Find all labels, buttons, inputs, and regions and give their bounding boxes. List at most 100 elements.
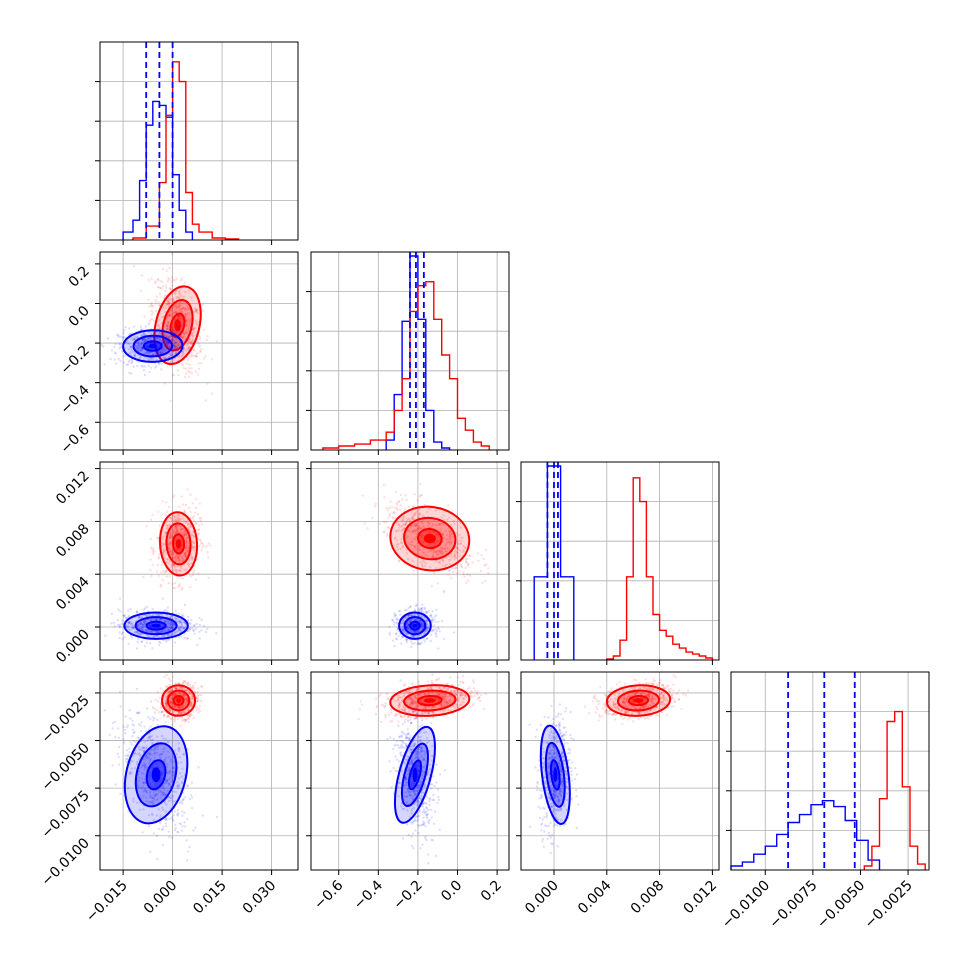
sample-point xyxy=(448,534,452,538)
sample-point xyxy=(168,628,172,632)
sample-point xyxy=(192,629,195,632)
sample-point xyxy=(423,640,426,643)
sample-point xyxy=(192,515,195,518)
sample-point xyxy=(154,364,158,368)
sample-point xyxy=(446,546,449,550)
sample-point xyxy=(145,796,148,799)
sample-point xyxy=(157,324,160,327)
sample-point xyxy=(183,335,186,338)
sample-point xyxy=(159,630,163,633)
sample-point xyxy=(187,370,190,373)
sample-point xyxy=(443,547,446,550)
sample-point xyxy=(165,342,169,345)
sample-point xyxy=(149,752,152,755)
sample-point xyxy=(162,715,166,718)
sample-point xyxy=(178,621,181,624)
sample-point xyxy=(157,791,161,794)
sample-point xyxy=(168,701,171,704)
sample-point xyxy=(438,549,441,552)
sample-point xyxy=(166,762,169,766)
sample-point xyxy=(429,548,432,551)
sample-point xyxy=(150,734,154,738)
sample-point xyxy=(166,279,169,283)
sample-point xyxy=(170,564,173,567)
sample-point xyxy=(414,529,418,532)
sample-point xyxy=(152,793,155,797)
sample-point xyxy=(154,366,157,369)
sample-point xyxy=(188,692,191,695)
sample-point xyxy=(161,280,164,284)
sample-point xyxy=(160,630,163,633)
sample-point xyxy=(169,758,173,761)
sample-point xyxy=(181,577,184,580)
sample-point xyxy=(128,751,131,754)
sample-point xyxy=(412,569,415,572)
sample-point xyxy=(138,808,141,812)
sample-point xyxy=(137,723,141,726)
sample-point xyxy=(171,329,174,332)
sample-point xyxy=(178,711,182,714)
sample-point xyxy=(416,510,419,513)
sample-point xyxy=(174,338,177,341)
sample-point xyxy=(178,292,182,296)
sample-point xyxy=(154,618,158,622)
sample-point xyxy=(188,525,191,529)
sample-point xyxy=(147,278,150,282)
sample-point xyxy=(431,531,434,534)
sample-point xyxy=(408,520,412,523)
sample-point xyxy=(171,337,175,340)
sample-point xyxy=(405,536,408,540)
sample-point xyxy=(453,552,456,556)
sample-point xyxy=(420,610,423,613)
sample-point xyxy=(184,545,187,548)
sample-point xyxy=(458,533,461,537)
sample-point xyxy=(137,615,140,618)
sample-point xyxy=(192,348,196,351)
sample-point xyxy=(140,289,143,292)
sample-point xyxy=(425,619,429,623)
sample-point xyxy=(191,697,194,701)
sample-point xyxy=(144,629,147,633)
sample-point xyxy=(175,569,178,572)
sample-point xyxy=(195,506,198,509)
sample-point xyxy=(181,558,185,561)
sample-point xyxy=(191,339,195,342)
sample-point xyxy=(178,304,181,308)
sample-point xyxy=(164,721,168,724)
sample-point xyxy=(431,621,434,624)
sample-point xyxy=(125,625,128,628)
sample-point xyxy=(153,550,156,553)
sample-point xyxy=(163,793,167,797)
sample-point xyxy=(199,519,203,522)
sample-point xyxy=(139,730,143,733)
sample-point xyxy=(177,556,181,559)
sample-point xyxy=(171,297,175,300)
sample-point xyxy=(179,336,182,339)
sample-point xyxy=(127,360,130,363)
sample-point xyxy=(185,702,188,705)
sample-point xyxy=(151,796,155,800)
sample-point xyxy=(177,343,180,347)
sample-point xyxy=(169,313,172,316)
sample-point xyxy=(136,781,139,785)
sample-point xyxy=(156,793,160,796)
histogram-2 xyxy=(533,462,714,660)
sample-point xyxy=(156,351,160,354)
sample-point xyxy=(447,569,451,573)
sample-point xyxy=(420,641,423,645)
sample-point xyxy=(136,623,139,627)
sample-point xyxy=(168,709,172,712)
sample-point xyxy=(141,341,144,344)
sample-point xyxy=(187,306,190,310)
sample-point xyxy=(164,514,167,517)
sample-point xyxy=(124,326,127,329)
sample-point xyxy=(467,563,470,566)
sample-point xyxy=(165,346,169,350)
sample-point xyxy=(166,714,170,718)
sample-point xyxy=(144,325,148,328)
sample-point xyxy=(411,614,414,617)
sample-point xyxy=(177,557,180,561)
sample-point xyxy=(401,544,404,547)
sample-point xyxy=(169,700,173,704)
sample-point xyxy=(157,643,161,647)
